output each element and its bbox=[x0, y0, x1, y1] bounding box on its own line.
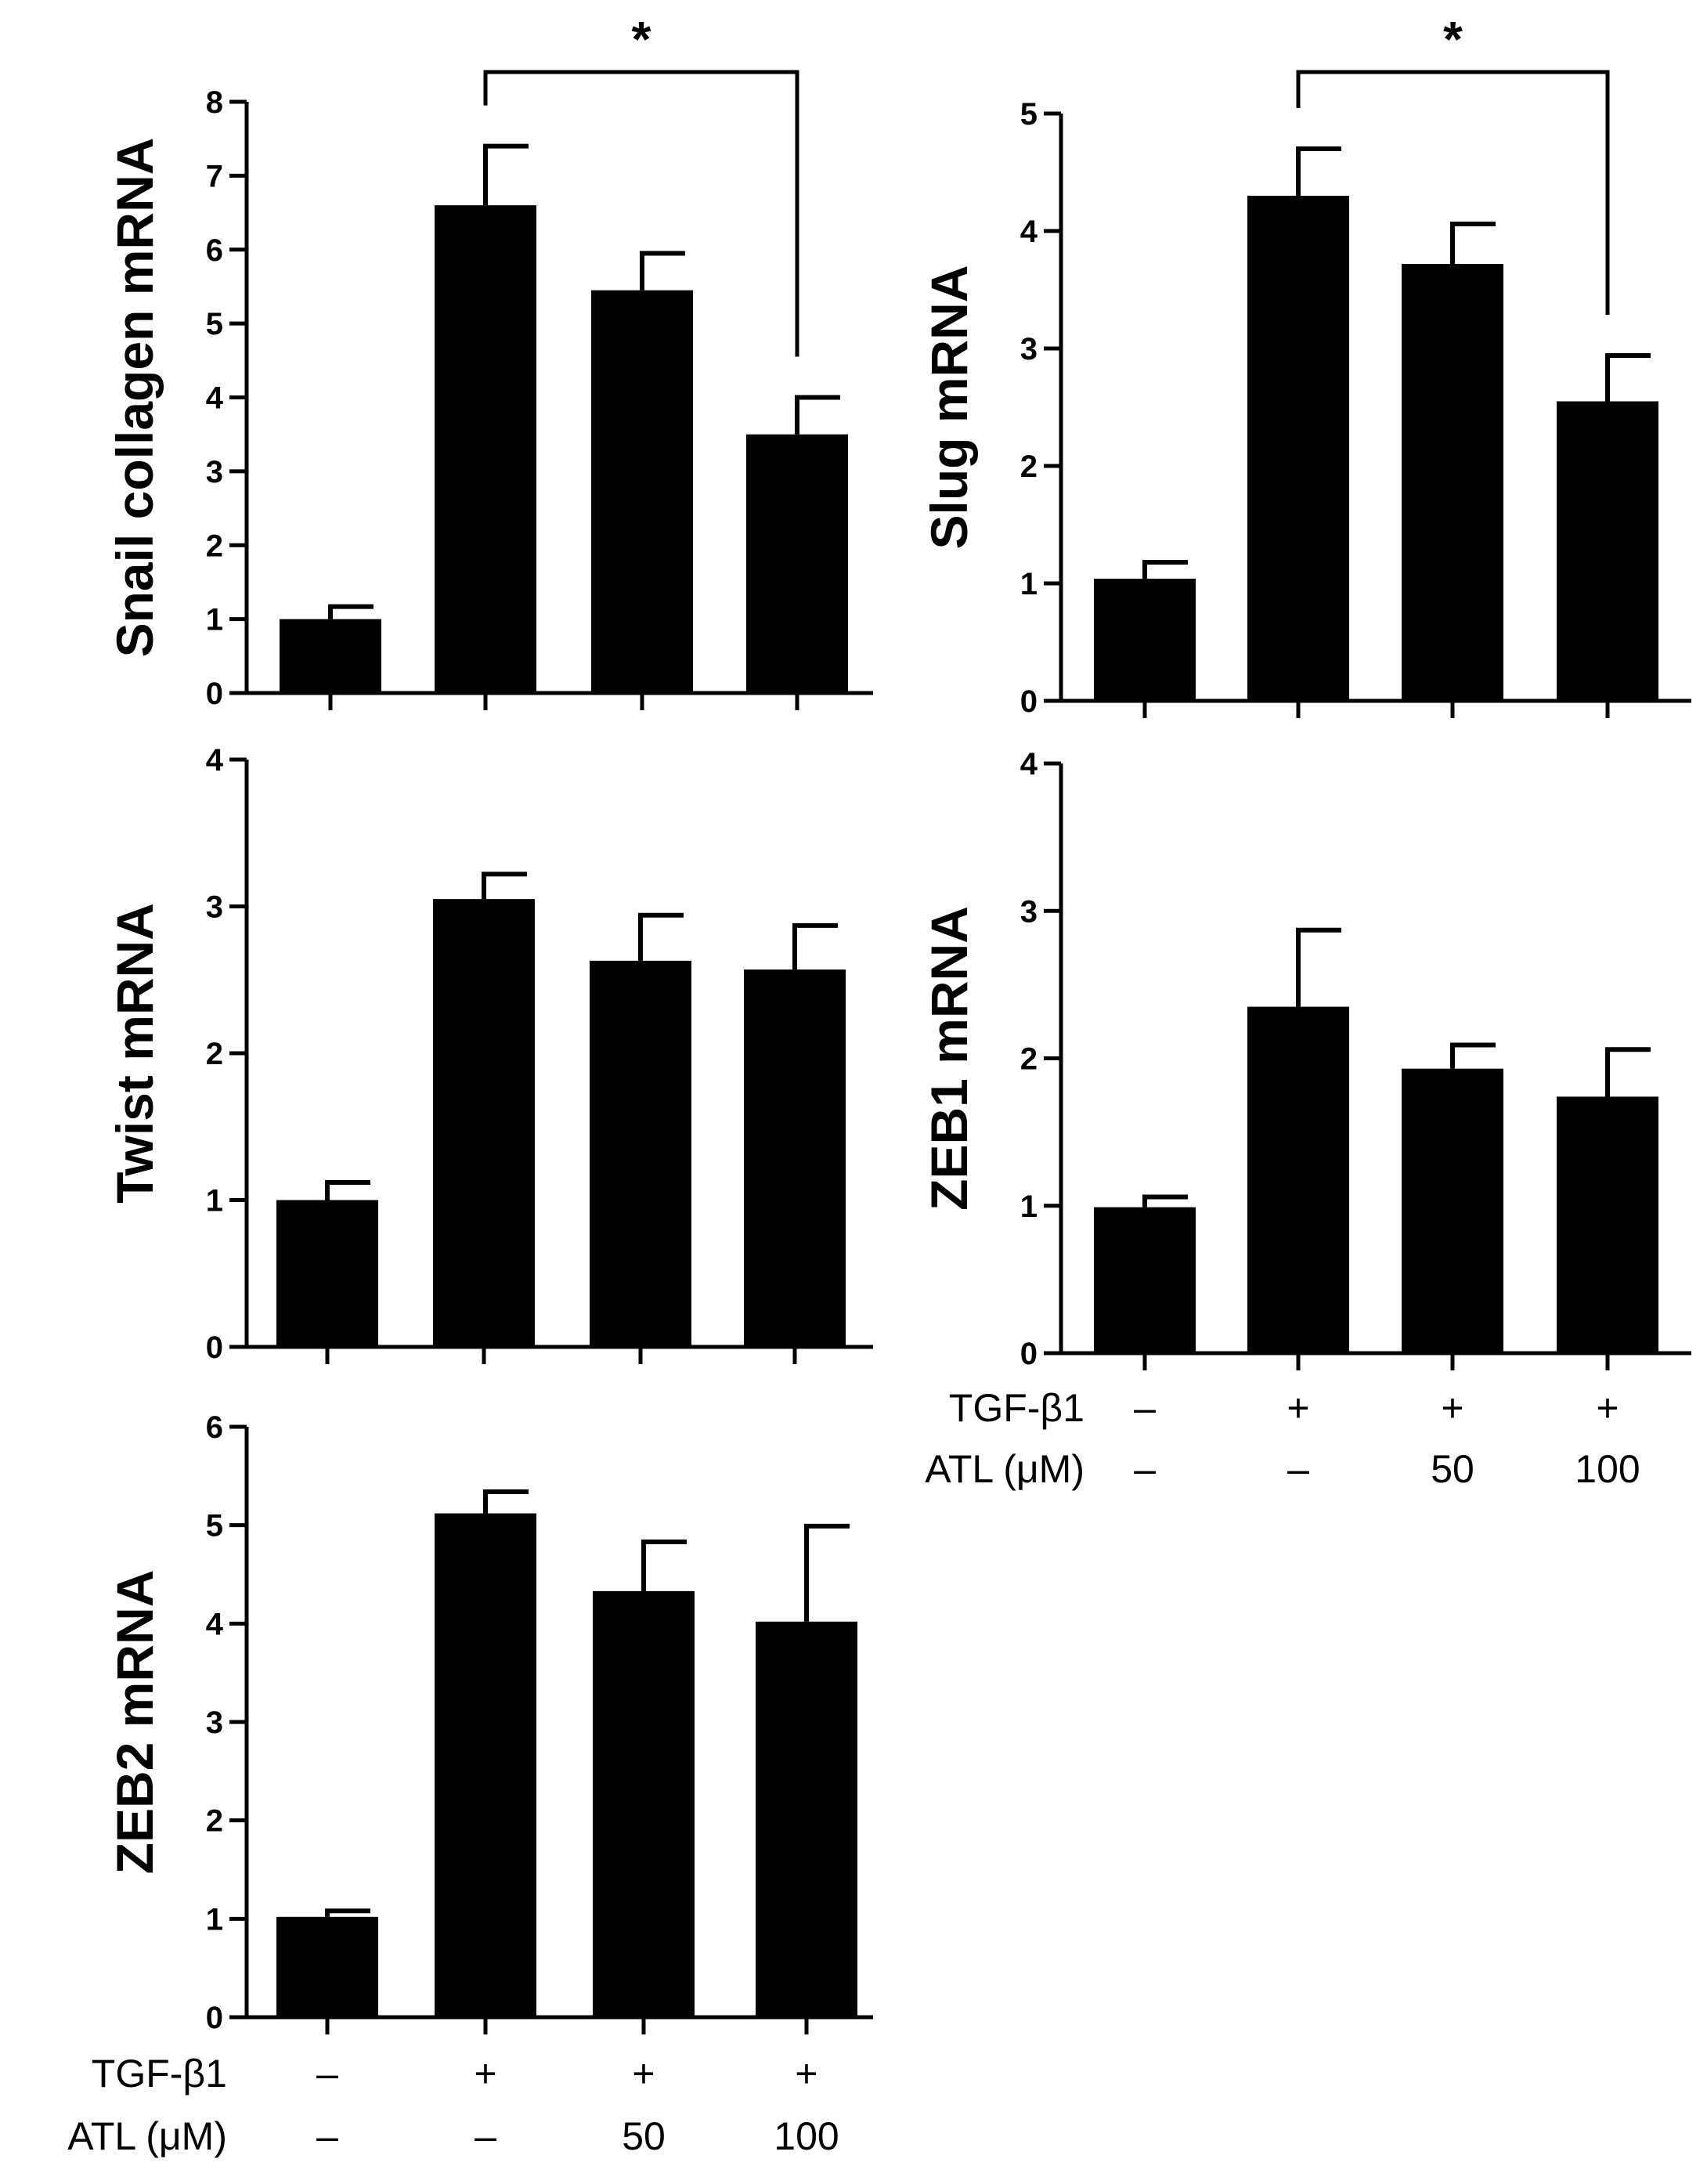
tgf-value: + bbox=[1441, 1386, 1463, 1430]
y-tick-label: 2 bbox=[206, 1804, 223, 1839]
atl-row-label: ATL (μM) bbox=[925, 1447, 1084, 1491]
y-axis-title: Slug mRNA bbox=[920, 265, 978, 550]
bar bbox=[593, 1590, 695, 2017]
tgf-row-label: TGF-β1 bbox=[92, 2052, 227, 2096]
y-tick-label: 8 bbox=[206, 85, 223, 120]
y-axis-title: ZEB2 mRNA bbox=[106, 1570, 164, 1875]
tgf-value: – bbox=[316, 2052, 338, 2096]
y-tick-label: 5 bbox=[206, 307, 223, 341]
bar bbox=[1402, 264, 1503, 701]
tgf-value: + bbox=[795, 2052, 817, 2096]
atl-value: 50 bbox=[622, 2114, 666, 2158]
y-tick-label: 4 bbox=[206, 743, 224, 778]
y-tick-label: 4 bbox=[1020, 215, 1038, 249]
y-tick-label: 7 bbox=[206, 159, 223, 193]
chart-panel-zeb2: 0 1 2 3 4 5 6 ZEB2 mRNA TGF-β1 ATL (μM) – – + – +50 +10… bbox=[67, 1410, 873, 2158]
tgf-value: + bbox=[474, 2052, 496, 2096]
chart-panel-zeb1: 0 1 2 3 4 ZEB1 mRNA TGF-β1 ATL (μM) – – + – +50 +100 bbox=[920, 747, 1691, 1491]
y-tick-label: 5 bbox=[206, 1509, 223, 1543]
bar bbox=[276, 1916, 378, 2017]
y-tick-label: 0 bbox=[1020, 1337, 1038, 1371]
chart-panel-twist: 0 1 2 3 4 Twist mRNA bbox=[106, 743, 873, 1365]
y-tick-label: 3 bbox=[206, 890, 223, 925]
y-tick-label: 0 bbox=[1020, 684, 1038, 719]
atl-value: 100 bbox=[774, 2114, 839, 2158]
tgf-value: – bbox=[1134, 1386, 1156, 1430]
atl-value: – bbox=[316, 2114, 338, 2158]
atl-value: – bbox=[1134, 1447, 1156, 1491]
y-tick-label: 2 bbox=[206, 1037, 223, 1071]
atl-value: 100 bbox=[1575, 1447, 1640, 1491]
y-tick-label: 4 bbox=[206, 381, 224, 416]
bar bbox=[744, 969, 846, 1347]
atl-row-label: ATL (μM) bbox=[67, 2114, 227, 2158]
bar bbox=[1247, 1006, 1349, 1353]
y-tick-label: 4 bbox=[206, 1607, 224, 1641]
bar bbox=[435, 205, 536, 693]
y-tick-label: 6 bbox=[206, 1410, 223, 1445]
y-tick-label: 1 bbox=[1020, 567, 1038, 601]
bar bbox=[746, 434, 848, 693]
bar bbox=[590, 960, 691, 1347]
y-tick-label: 3 bbox=[1020, 332, 1038, 366]
atl-value: – bbox=[475, 2114, 496, 2158]
tgf-value: + bbox=[632, 2052, 655, 2096]
y-tick-label: 0 bbox=[206, 2001, 223, 2035]
chart-panel-slug: 0 1 2 3 4 5 Slug mRNA * bbox=[920, 11, 1691, 719]
significance-star: * bbox=[632, 11, 651, 67]
bar bbox=[1094, 579, 1196, 701]
bar bbox=[756, 1621, 857, 2017]
significance-bracket bbox=[483, 70, 799, 357]
bar bbox=[1557, 1096, 1658, 1353]
y-tick-label: 1 bbox=[206, 1902, 223, 1937]
significance-bracket bbox=[1296, 70, 1610, 315]
y-tick-label: 3 bbox=[206, 1706, 223, 1740]
y-tick-label: 0 bbox=[206, 677, 223, 711]
bar bbox=[591, 290, 693, 693]
y-axis-title: Twist mRNA bbox=[106, 903, 164, 1204]
bar bbox=[280, 619, 381, 693]
y-tick-label: 3 bbox=[1020, 894, 1038, 929]
tgf-value: + bbox=[1596, 1386, 1619, 1430]
significance-star: * bbox=[1443, 11, 1463, 67]
y-tick-label: 2 bbox=[1020, 449, 1038, 484]
y-tick-label: 2 bbox=[1020, 1042, 1038, 1077]
y-axis-title: Snail collagen mRNA bbox=[106, 138, 164, 658]
y-tick-label: 4 bbox=[1020, 747, 1038, 782]
atl-value: – bbox=[1287, 1447, 1309, 1491]
y-axis-title: ZEB1 mRNA bbox=[920, 906, 978, 1211]
chart-panel-snail: 0 1 2 3 4 5 6 7 8 Snail collagen mRNA * bbox=[106, 11, 873, 711]
y-tick-label: 2 bbox=[206, 529, 223, 563]
bar bbox=[1094, 1207, 1196, 1353]
y-tick-label: 1 bbox=[206, 1184, 223, 1218]
atl-value: 50 bbox=[1431, 1447, 1474, 1491]
tgf-value: + bbox=[1287, 1386, 1309, 1430]
bar bbox=[1557, 401, 1658, 701]
bar bbox=[433, 899, 535, 1347]
y-tick-label: 0 bbox=[206, 1330, 223, 1365]
y-tick-label: 5 bbox=[1020, 97, 1038, 132]
bar bbox=[1402, 1068, 1503, 1353]
y-tick-label: 1 bbox=[1020, 1189, 1038, 1224]
bar bbox=[1247, 196, 1349, 701]
bar bbox=[276, 1200, 378, 1347]
y-tick-label: 3 bbox=[206, 455, 223, 489]
y-tick-label: 1 bbox=[206, 603, 223, 637]
bar bbox=[435, 1513, 536, 2017]
y-tick-label: 6 bbox=[206, 233, 223, 268]
tgf-row-label: TGF-β1 bbox=[949, 1386, 1084, 1430]
